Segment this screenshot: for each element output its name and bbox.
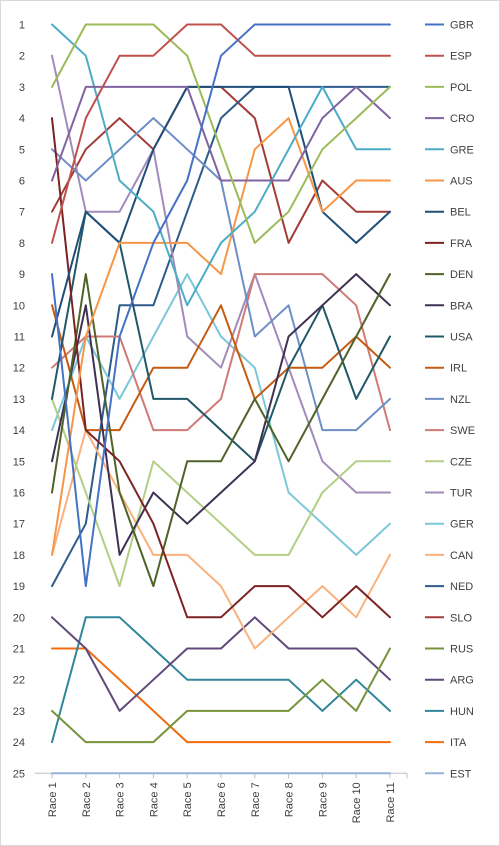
series-line-pol (51, 23, 391, 244)
x-tick-label: Race 1 (47, 782, 59, 817)
legend-label: USA (450, 332, 473, 344)
x-tick-label: Race 10 (351, 782, 363, 823)
series-line-tur (51, 54, 391, 494)
chart-legend: GBR ESP POL CRO GRE AUS BEL FRA DEN BRA USA IRL NZL S… (425, 20, 475, 780)
y-tick-label: 8 (19, 238, 25, 250)
legend-label: EST (450, 768, 472, 780)
legend-label: GRE (450, 144, 474, 156)
series-line-ger (51, 273, 391, 556)
series-line-cze (51, 397, 391, 588)
x-tick-label: Race 8 (284, 782, 296, 817)
series-line-esp (51, 23, 391, 244)
legend-label: FRA (450, 238, 473, 250)
y-tick-label: 23 (13, 706, 25, 718)
legend-label: SWE (450, 425, 475, 437)
x-tick-label: Race 9 (317, 782, 329, 817)
x-tick-label: Race 7 (250, 782, 262, 817)
y-tick-label: 16 (13, 488, 25, 500)
legend-label: NZL (450, 394, 471, 406)
series-line-bra (51, 273, 391, 556)
y-tick-label: 17 (13, 519, 25, 531)
series-line-bel (51, 85, 391, 338)
series-line-rus (51, 647, 391, 744)
legend-label: IRL (450, 363, 467, 375)
y-tick-label: 1 (19, 20, 25, 32)
y-tick-label: 19 (13, 581, 25, 593)
y-tick-label: 10 (13, 300, 25, 312)
legend-label: CZE (450, 456, 472, 468)
y-tick-label: 2 (19, 51, 25, 63)
x-tick-label: Race 6 (216, 782, 228, 817)
x-tick-label: Race 11 (385, 782, 397, 822)
legend-label: AUS (450, 176, 473, 188)
series-line-hun (51, 616, 391, 744)
legend-label: BEL (450, 207, 471, 219)
chart-axes: 1234567891011121314151617181920212223242… (13, 20, 408, 823)
legend-label: RUS (450, 644, 473, 656)
legend-label: BRA (450, 300, 473, 312)
y-tick-label: 25 (13, 768, 25, 780)
y-tick-label: 15 (13, 456, 25, 468)
legend-label: DEN (450, 269, 473, 281)
y-tick-label: 3 (19, 82, 25, 94)
y-tick-label: 5 (19, 144, 25, 156)
legend-label: GER (450, 519, 474, 531)
y-tick-label: 18 (13, 550, 25, 562)
legend-label: ARG (450, 675, 474, 687)
legend-label: CAN (450, 550, 473, 562)
series-line-arg (51, 616, 391, 712)
legend-label: NED (450, 581, 473, 593)
y-tick-label: 14 (13, 425, 25, 437)
series-line-swe (51, 273, 391, 432)
legend-label: GBR (450, 20, 474, 32)
y-tick-label: 24 (13, 737, 25, 749)
y-tick-label: 12 (13, 363, 25, 375)
y-tick-label: 6 (19, 176, 25, 188)
y-tick-label: 4 (19, 113, 25, 125)
legend-label: SLO (450, 612, 472, 624)
series-line-fra (51, 117, 391, 619)
y-tick-label: 7 (19, 207, 25, 219)
legend-label: TUR (450, 488, 473, 500)
series-line-cro (51, 85, 391, 182)
x-tick-label: Race 4 (148, 782, 160, 817)
x-tick-label: Race 2 (81, 782, 93, 817)
y-tick-label: 11 (14, 332, 25, 344)
series-line-ita (51, 647, 391, 744)
series-line-gbr (51, 23, 391, 588)
series-lines (51, 23, 391, 775)
legend-label: POL (450, 82, 472, 94)
y-tick-label: 9 (19, 269, 25, 281)
series-line-aus (51, 117, 391, 556)
legend-label: ESP (450, 51, 472, 63)
legend-label: ITA (450, 737, 467, 749)
x-tick-label: Race 3 (115, 782, 127, 817)
y-tick-label: 21 (13, 644, 25, 656)
y-tick-label: 20 (13, 612, 25, 624)
legend-label: HUN (450, 706, 474, 718)
y-tick-label: 22 (13, 675, 25, 687)
legend-label: CRO (450, 113, 475, 125)
series-line-irl (51, 304, 391, 432)
x-tick-label: Race 5 (182, 782, 194, 817)
y-tick-label: 13 (13, 394, 25, 406)
